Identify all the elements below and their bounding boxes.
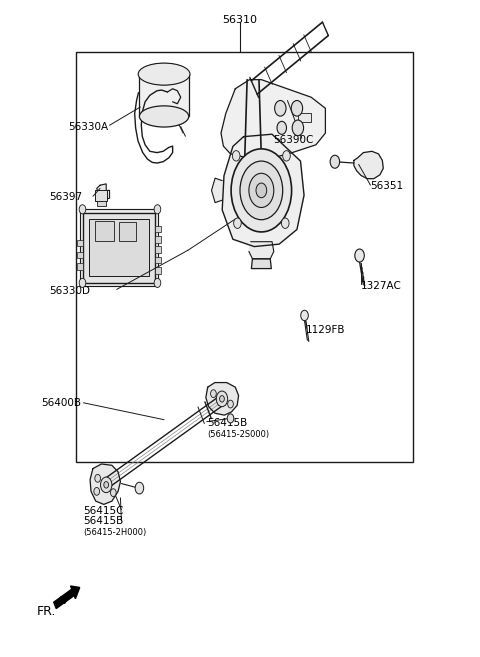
Circle shape — [249, 173, 274, 208]
Text: 56390C: 56390C — [273, 135, 313, 145]
Circle shape — [232, 150, 240, 161]
Polygon shape — [90, 464, 120, 505]
Text: (56415-2H000): (56415-2H000) — [84, 528, 147, 537]
FancyBboxPatch shape — [139, 74, 189, 116]
Text: 56415C: 56415C — [84, 506, 124, 516]
FancyBboxPatch shape — [77, 252, 84, 258]
Circle shape — [154, 205, 161, 214]
FancyArrow shape — [54, 586, 80, 608]
Text: 56397: 56397 — [49, 192, 83, 202]
Ellipse shape — [138, 63, 190, 85]
Text: 56415B: 56415B — [84, 516, 124, 526]
Circle shape — [256, 183, 267, 198]
FancyBboxPatch shape — [119, 222, 136, 240]
FancyBboxPatch shape — [155, 236, 161, 242]
Circle shape — [104, 482, 108, 488]
Polygon shape — [249, 242, 274, 259]
Circle shape — [211, 390, 216, 397]
Circle shape — [283, 150, 290, 161]
Text: 1327AC: 1327AC — [361, 281, 402, 291]
Circle shape — [94, 487, 99, 495]
Polygon shape — [252, 259, 271, 269]
Circle shape — [330, 155, 340, 168]
Polygon shape — [80, 210, 158, 286]
FancyBboxPatch shape — [298, 113, 311, 122]
FancyBboxPatch shape — [89, 219, 149, 277]
Text: 56330A: 56330A — [68, 122, 108, 131]
FancyBboxPatch shape — [155, 257, 161, 263]
Ellipse shape — [139, 64, 189, 85]
Circle shape — [291, 101, 302, 116]
Text: FR.: FR. — [37, 605, 56, 618]
Ellipse shape — [139, 106, 189, 127]
FancyBboxPatch shape — [84, 213, 155, 283]
Text: 56330D: 56330D — [49, 286, 90, 296]
Circle shape — [240, 161, 283, 219]
Circle shape — [154, 279, 161, 288]
Circle shape — [100, 477, 112, 493]
Text: 56400B: 56400B — [41, 398, 81, 409]
Circle shape — [79, 279, 86, 288]
Text: 1129FB: 1129FB — [305, 325, 345, 336]
FancyBboxPatch shape — [77, 263, 84, 270]
Polygon shape — [206, 382, 239, 415]
Circle shape — [231, 149, 291, 232]
Polygon shape — [222, 134, 304, 246]
Circle shape — [355, 249, 364, 262]
FancyBboxPatch shape — [155, 246, 161, 253]
FancyBboxPatch shape — [96, 201, 106, 206]
Polygon shape — [212, 178, 222, 202]
Circle shape — [219, 396, 224, 402]
FancyBboxPatch shape — [155, 225, 161, 232]
Polygon shape — [221, 79, 325, 160]
Circle shape — [228, 400, 233, 408]
Circle shape — [227, 414, 234, 423]
Circle shape — [79, 205, 86, 214]
Polygon shape — [96, 184, 109, 200]
Circle shape — [216, 391, 228, 407]
Circle shape — [277, 122, 287, 135]
Text: 56351: 56351 — [371, 181, 404, 191]
Circle shape — [234, 218, 241, 229]
Text: (56415-2S000): (56415-2S000) — [207, 430, 269, 438]
Circle shape — [275, 101, 286, 116]
Circle shape — [95, 474, 100, 482]
Circle shape — [110, 489, 116, 497]
Circle shape — [301, 310, 308, 321]
Polygon shape — [354, 151, 384, 179]
Circle shape — [135, 482, 144, 494]
Circle shape — [292, 120, 303, 136]
Circle shape — [281, 218, 289, 229]
FancyBboxPatch shape — [155, 267, 161, 274]
FancyBboxPatch shape — [96, 221, 114, 240]
FancyBboxPatch shape — [96, 190, 107, 202]
FancyBboxPatch shape — [77, 240, 84, 246]
Text: 56415B: 56415B — [207, 418, 247, 428]
Polygon shape — [174, 110, 182, 125]
Text: 56310: 56310 — [223, 14, 257, 25]
